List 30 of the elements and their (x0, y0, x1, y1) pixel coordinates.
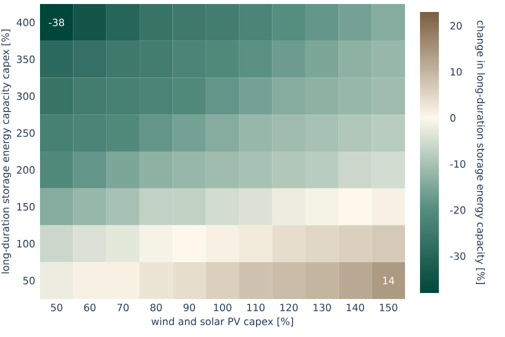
x-tick-label: 50 (51, 304, 62, 312)
x-tick-label: 80 (150, 304, 162, 312)
y-tick-label: 350 (16, 56, 35, 64)
x-tick-label: 120 (280, 304, 298, 312)
x-tick-label: 140 (346, 304, 364, 312)
color-bar-title: change in long-duration storage energy capacity [%] (475, 20, 485, 284)
x-tick-label: 90 (184, 304, 196, 312)
y-tick-label: 300 (16, 92, 35, 100)
y-tick-label: 50 (23, 276, 35, 284)
y-tick-label: 100 (17, 240, 35, 248)
data-label: 14 (383, 276, 394, 284)
x-tick-label: 70 (117, 304, 129, 312)
color-bar-label: 20 (450, 22, 462, 30)
color-bar-label: -10 (450, 160, 466, 168)
y-tick-label: 150 (17, 203, 35, 211)
x-axis-title: wind and solar PV capex [%] (152, 317, 294, 328)
color-bar-label: 10 (450, 68, 462, 76)
data-label: -38 (48, 18, 64, 26)
x-tick-label: 100 (214, 304, 232, 312)
color-bar-label: -30 (450, 252, 466, 260)
y-tick-label: 200 (16, 166, 35, 174)
x-tick-label: 130 (314, 304, 331, 312)
color-bar-label: 0 (450, 114, 456, 122)
y-tick-label: 250 (16, 129, 35, 137)
y-axis-title: long-duration storage energy capacity capex [%] (1, 30, 12, 274)
x-tick-label: 150 (380, 304, 398, 312)
x-tick-label: 60 (84, 304, 96, 312)
color-bar-label: -20 (450, 206, 466, 214)
x-tick-label: 110 (247, 304, 265, 312)
y-tick-label: 400 (16, 18, 35, 26)
